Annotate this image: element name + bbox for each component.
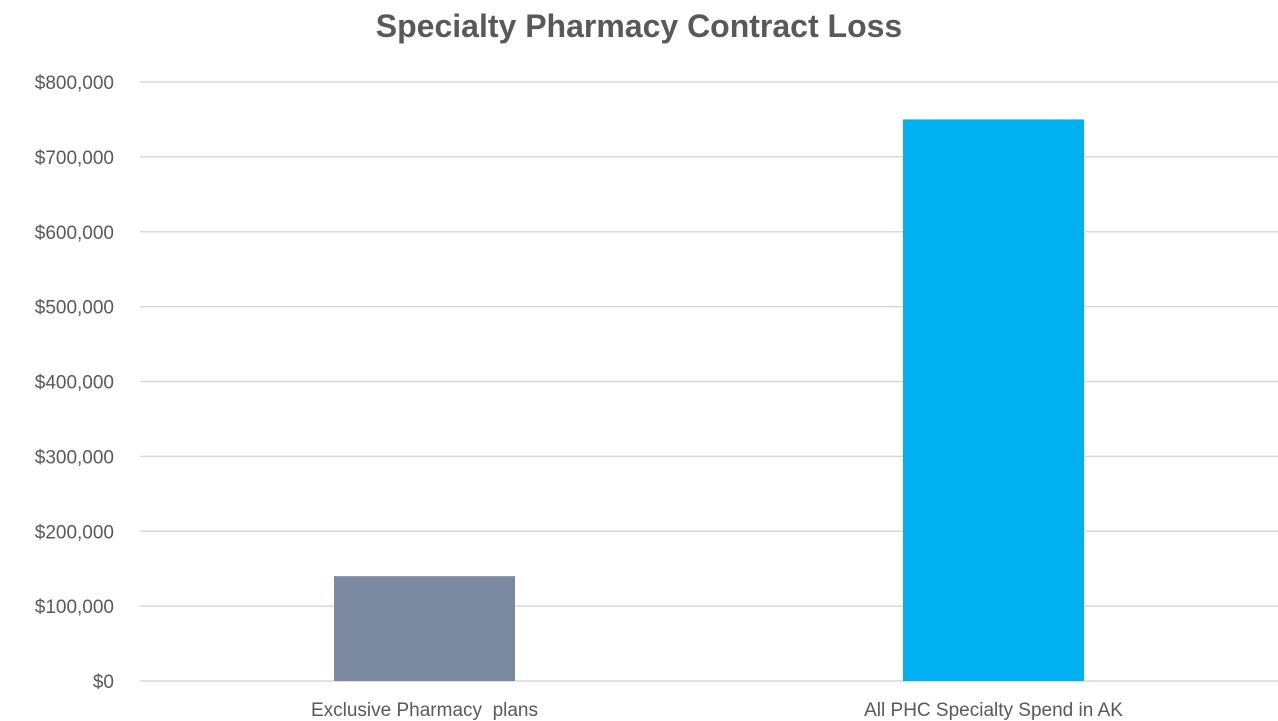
y-tick-label: $0 bbox=[93, 672, 114, 693]
bars bbox=[334, 119, 1084, 681]
gridlines bbox=[140, 81, 1278, 682]
x-category-label: Exclusive Pharmacy plans bbox=[311, 700, 538, 721]
bar bbox=[334, 576, 515, 681]
y-tick-label: $300,000 bbox=[35, 447, 114, 468]
y-axis-tick-labels: $0 $100,000 $200,000 $300,000 $400,000 $500,0… bbox=[35, 73, 114, 693]
y-tick-label: $100,000 bbox=[35, 597, 114, 618]
y-tick-label: $200,000 bbox=[35, 522, 114, 543]
y-tick-label: $700,000 bbox=[35, 148, 114, 169]
y-tick-label: $400,000 bbox=[35, 373, 114, 394]
chart-title: Specialty Pharmacy Contract Loss bbox=[375, 8, 903, 44]
x-category-label: All PHC Specialty Spend in AK bbox=[864, 700, 1123, 721]
y-tick-label: $500,000 bbox=[35, 298, 114, 319]
bar bbox=[903, 119, 1084, 681]
y-tick-label: $600,000 bbox=[35, 223, 114, 244]
x-axis-category-labels: Exclusive Pharmacy plans All PHC Specialt… bbox=[311, 700, 1123, 721]
y-tick-label: $800,000 bbox=[35, 73, 114, 94]
